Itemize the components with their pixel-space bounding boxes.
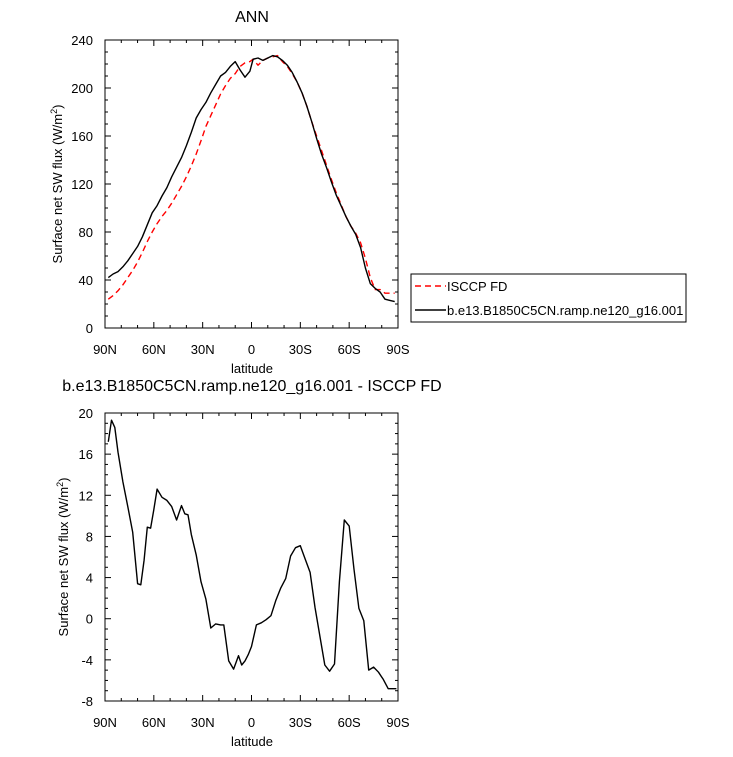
tick-marks-bottom [104, 412, 399, 702]
y-axis-label-bottom: Surface net SW flux (W/m2) [55, 478, 71, 637]
x-tick-label: 60S [338, 715, 361, 730]
y-axis-label-sup-top: 2 [49, 109, 59, 114]
x-tick-label: 90N [93, 715, 117, 730]
series-line-model [107, 54, 395, 303]
y-axis-label-close-bottom: ) [56, 478, 71, 482]
panel-top-mean: ANN 90N 60N 30N 0 30S 60S 90S 0 40 80 120 160 200 24… [49, 9, 687, 376]
x-tick-label: 90S [386, 342, 409, 357]
y-tick-label: 4 [86, 571, 93, 586]
chart-title-bottom: b.e13.B1850C5CN.ramp.ne120_g16.001 - ISC… [62, 378, 441, 395]
x-tick-label: 60S [338, 342, 361, 357]
y-tick-labels-bottom: -8 -4 0 4 8 12 16 20 [79, 406, 93, 709]
legend: ISCCP FD b.e13.B1850C5CN.ramp.ne120_g16.… [410, 273, 687, 323]
y-tick-label: 20 [79, 406, 93, 421]
series-line-isccp [107, 54, 395, 300]
y-tick-label: 0 [86, 321, 93, 336]
y-tick-label: 120 [71, 177, 93, 192]
y-tick-labels-top: 0 40 80 120 160 200 240 [71, 33, 93, 336]
x-tick-label: 90S [386, 715, 409, 730]
legend-label-model: b.e13.B1850C5CN.ramp.ne120_g16.001 [447, 303, 683, 318]
y-tick-label: 40 [79, 273, 93, 288]
y-tick-label: -8 [81, 694, 93, 709]
x-tick-label: 0 [248, 342, 255, 357]
y-tick-label: 8 [86, 529, 93, 544]
legend-label-isccp: ISCCP FD [447, 279, 507, 294]
x-axis-label-top: latitude [231, 361, 273, 376]
legend-box [410, 273, 687, 323]
y-axis-label-top: Surface net SW flux (W/m2) [49, 105, 65, 264]
y-tick-label: 240 [71, 33, 93, 48]
x-tick-label: 30S [289, 715, 312, 730]
y-tick-label: 0 [86, 612, 93, 627]
y-tick-label: 200 [71, 81, 93, 96]
x-tick-label: 0 [248, 715, 255, 730]
series-line-difference [107, 419, 397, 690]
x-axis-label-bottom: latitude [231, 734, 273, 749]
y-tick-label: 12 [79, 488, 93, 503]
tick-marks-top [104, 39, 399, 329]
x-tick-label: 30S [289, 342, 312, 357]
y-axis-label-sup-bottom: 2 [55, 482, 65, 487]
y-tick-label: -4 [81, 653, 93, 668]
series-lines-top [107, 54, 395, 303]
x-tick-label: 60N [142, 342, 166, 357]
panel-bottom-difference: b.e13.B1850C5CN.ramp.ne120_g16.001 - ISC… [55, 378, 442, 749]
x-tick-label: 30N [191, 342, 215, 357]
y-axis-label-text-bottom: Surface net SW flux (W/m [56, 487, 71, 637]
x-tick-label: 60N [142, 715, 166, 730]
y-tick-label: 80 [79, 225, 93, 240]
x-tick-label: 30N [191, 715, 215, 730]
x-tick-labels-top: 90N 60N 30N 0 30S 60S 90S [93, 342, 410, 357]
y-axis-label-text-top: Surface net SW flux (W/m [50, 114, 65, 264]
y-tick-label: 160 [71, 129, 93, 144]
x-tick-labels-bottom: 90N 60N 30N 0 30S 60S 90S [93, 715, 410, 730]
y-axis-label-close-top: ) [50, 105, 65, 109]
plot-frame-top [104, 39, 399, 329]
x-tick-label: 90N [93, 342, 117, 357]
chart-title-top: ANN [235, 9, 269, 26]
y-tick-label: 16 [79, 447, 93, 462]
series-lines-bottom [107, 419, 397, 690]
plot-frame-bottom [104, 412, 399, 702]
